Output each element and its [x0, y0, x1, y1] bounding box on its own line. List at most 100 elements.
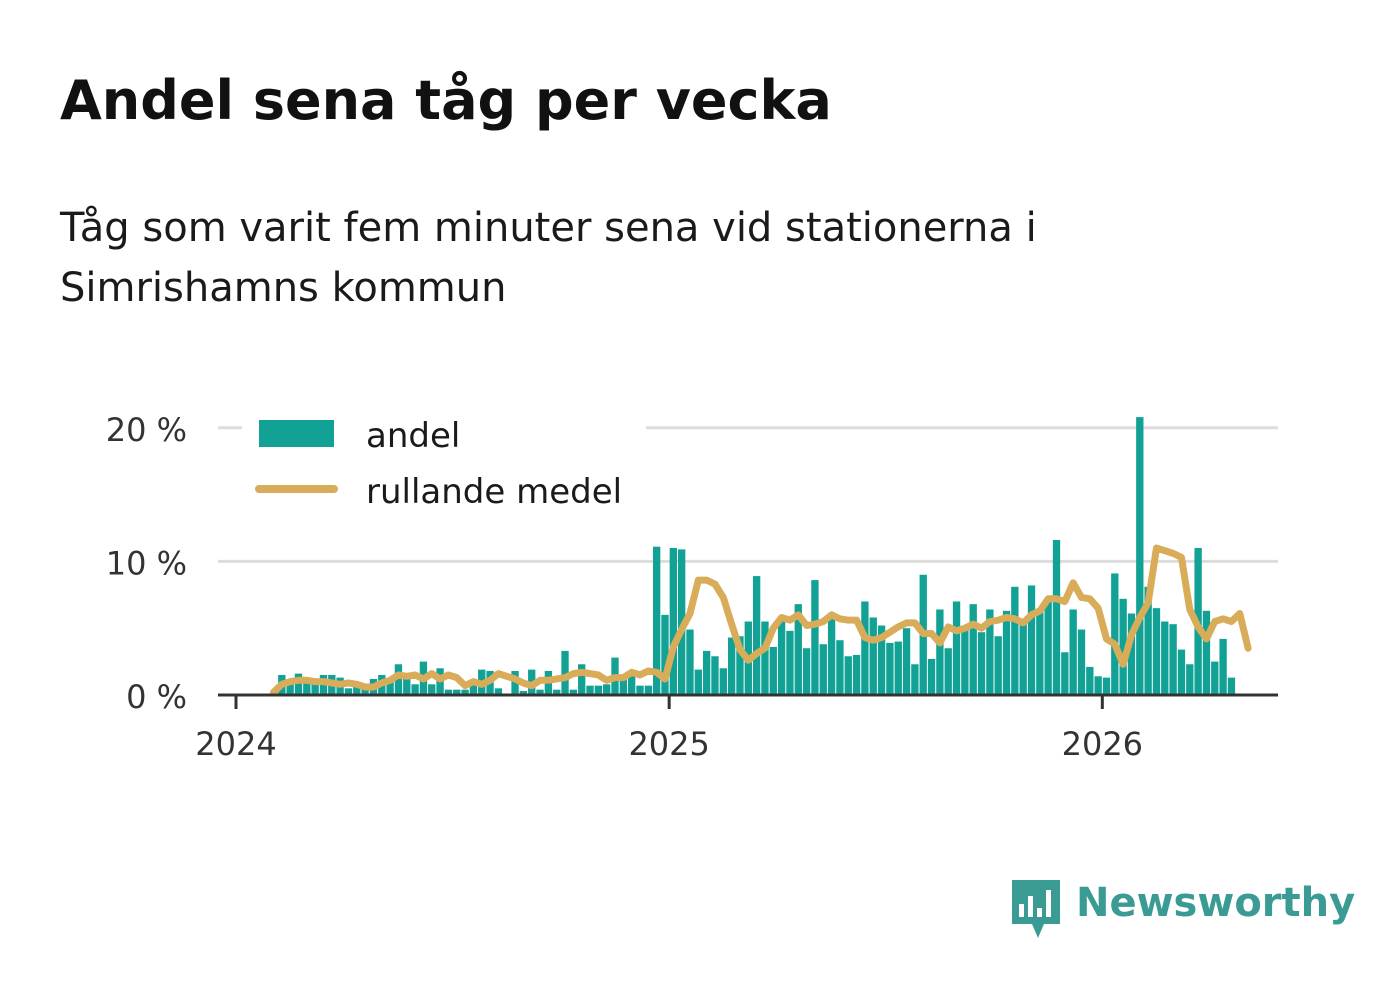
legend: andel rullande medel	[242, 412, 646, 524]
legend-label-rullande-medel: rullande medel	[366, 472, 622, 512]
bar	[1186, 664, 1194, 695]
line-rullande-medel	[269, 544, 1252, 696]
line-series-rullande-medel	[269, 544, 1252, 696]
bar	[361, 686, 369, 695]
bar	[519, 690, 528, 695]
bar	[1102, 677, 1111, 695]
x-tick-label: 2024	[195, 725, 276, 763]
bar	[569, 689, 578, 695]
bar	[403, 674, 411, 695]
bar	[694, 669, 702, 695]
bar	[952, 601, 961, 695]
bar	[786, 630, 794, 695]
bar	[1011, 586, 1019, 695]
legend-label-andel: andel	[366, 416, 460, 456]
bar	[1161, 621, 1169, 695]
bar	[1177, 649, 1186, 695]
bar	[702, 650, 711, 695]
newsworthy-logo[interactable]: Newsworthy	[1010, 878, 1355, 940]
bar	[1019, 618, 1027, 695]
bar	[411, 684, 419, 695]
bar	[1002, 610, 1011, 695]
bar	[461, 689, 469, 695]
bar	[344, 688, 353, 695]
bar	[752, 576, 761, 695]
x-tick-label: 2026	[1062, 725, 1143, 763]
bar	[777, 621, 786, 695]
bar	[936, 609, 944, 695]
bar	[428, 684, 436, 695]
bar	[586, 685, 594, 695]
bar	[877, 625, 886, 695]
bar	[711, 656, 719, 695]
bar	[1077, 629, 1086, 695]
bar	[1119, 598, 1127, 695]
bar	[761, 621, 769, 695]
bar	[603, 684, 611, 695]
bar	[727, 637, 736, 695]
bar	[827, 613, 836, 695]
bar	[636, 685, 644, 695]
bar	[686, 629, 694, 695]
bar-chart-speech-bubble-icon	[1012, 880, 1060, 938]
bar	[961, 629, 969, 695]
bar	[1052, 540, 1061, 695]
bar	[628, 676, 636, 695]
bar	[852, 654, 861, 695]
bar	[911, 664, 919, 695]
bar	[511, 670, 519, 695]
bar	[286, 678, 294, 695]
bar	[444, 689, 453, 695]
bar	[1227, 677, 1236, 695]
bar	[994, 636, 1002, 695]
bar	[469, 684, 478, 695]
bar	[669, 548, 677, 695]
y-tick-label: 20 %	[106, 411, 187, 449]
chart-subtitle: Tåg som varit fem minuter sena vid stati…	[60, 205, 1037, 311]
bar	[1094, 676, 1102, 695]
bar	[536, 689, 544, 695]
bar	[986, 609, 994, 695]
brand-name: Newsworthy	[1076, 880, 1356, 926]
bar	[844, 656, 852, 695]
bar	[644, 685, 652, 695]
y-tick-label: 0 %	[126, 678, 187, 716]
bar	[977, 632, 986, 695]
bar	[1069, 609, 1077, 695]
bar	[1136, 417, 1144, 695]
bar	[1111, 573, 1119, 695]
bar	[811, 580, 819, 695]
bar	[886, 642, 894, 695]
bar	[944, 648, 952, 695]
bar	[1144, 586, 1152, 695]
x-tick-label: 2025	[628, 725, 709, 763]
bar	[719, 668, 727, 695]
bar	[902, 628, 911, 695]
bar	[969, 604, 977, 695]
bar	[1036, 609, 1044, 695]
bar	[927, 658, 936, 695]
bar	[769, 646, 777, 695]
bar	[1127, 613, 1136, 695]
bar	[494, 688, 503, 695]
bar	[869, 617, 877, 695]
bar	[294, 673, 303, 695]
bar	[1061, 652, 1069, 695]
bar	[453, 689, 461, 695]
bar	[553, 689, 561, 695]
bar	[1169, 624, 1177, 695]
bar	[1152, 608, 1161, 695]
bar	[1219, 638, 1227, 695]
bar	[802, 648, 811, 695]
bar	[653, 546, 661, 695]
bar	[578, 664, 586, 695]
bar	[819, 644, 827, 695]
bar	[1086, 666, 1094, 695]
bar	[794, 604, 802, 695]
bar	[386, 680, 394, 695]
chart-title: Andel sena tåg per vecka	[60, 69, 832, 132]
bar	[1202, 610, 1211, 695]
y-axis-labels: 0 % 10 % 20 %	[106, 411, 187, 716]
bar	[394, 664, 403, 695]
